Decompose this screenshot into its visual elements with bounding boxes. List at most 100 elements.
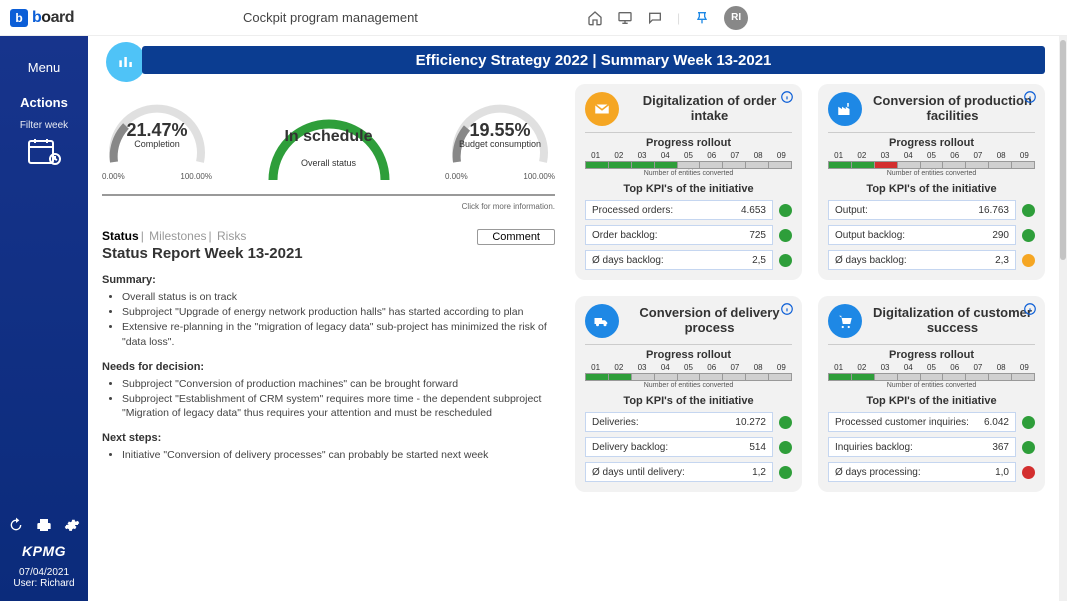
progress-labels: 010203040506070809: [585, 363, 792, 372]
kpi-status-dot: [1022, 466, 1035, 479]
kpi-value: 2,5: [752, 255, 766, 266]
card-title: Digitalization of customer success: [870, 306, 1035, 336]
kpi-value: 16.763: [978, 205, 1009, 216]
kpi-row: Deliveries:10.272: [585, 412, 792, 432]
progress-cell: [609, 162, 632, 168]
gauge-completion[interactable]: 21.47% Completion 0.00%100.00%: [102, 90, 212, 181]
kpi-box: Ø days backlog: 2,5: [585, 250, 773, 270]
needs-heading: Needs for decision:: [102, 361, 555, 373]
tab-status[interactable]: Status: [102, 229, 139, 243]
kpi-row: Ø days until delivery:1,2: [585, 462, 792, 482]
scrollbar-thumb[interactable]: [1060, 40, 1066, 260]
vertical-scrollbar[interactable]: [1059, 36, 1067, 601]
progress-cell: [655, 162, 678, 168]
kpi-value: 2,3: [995, 255, 1009, 266]
kpi-status-dot: [779, 254, 792, 267]
progress-cell: [989, 374, 1012, 380]
gauge-min: 0.00%: [445, 172, 468, 181]
top-bar: b board Cockpit program management | RI: [0, 0, 1067, 36]
progress-col-label: 04: [898, 151, 919, 160]
info-icon[interactable]: [1023, 90, 1037, 104]
tab-milestones[interactable]: Milestones: [149, 229, 206, 243]
list-item: Subproject "Conversion of production mac…: [122, 377, 555, 391]
progress-cell: [632, 374, 655, 380]
progress-cell: [769, 162, 791, 168]
home-icon[interactable]: [587, 10, 603, 26]
progress-col-label: 09: [771, 151, 792, 160]
progress-heading: Progress rollout: [585, 137, 792, 149]
kpi-box: Output backlog:290: [828, 225, 1016, 245]
kpi-status-dot: [1022, 229, 1035, 242]
gauge-budget-label: Budget consumption: [445, 139, 555, 149]
card-title: Digitalization of order intake: [627, 94, 792, 124]
nav-filter-label: Filter week: [20, 120, 68, 131]
print-icon[interactable]: [36, 517, 52, 533]
progress-col-label: 09: [1014, 363, 1035, 372]
progress-col-label: 03: [874, 363, 895, 372]
refresh-icon[interactable]: [8, 517, 24, 533]
info-icon[interactable]: [780, 302, 794, 316]
progress-cell: [852, 374, 875, 380]
kpi-status-dot: [779, 466, 792, 479]
progress-heading: Progress rollout: [828, 349, 1035, 361]
gear-icon[interactable]: [64, 517, 80, 533]
progress-col-label: 05: [921, 151, 942, 160]
nav-menu[interactable]: Menu: [0, 56, 88, 79]
progress-col-label: 09: [1014, 151, 1035, 160]
banner-icon: [106, 42, 146, 82]
kpi-value: 6.042: [984, 417, 1009, 428]
kpi-row: Ø days processing:1,0: [828, 462, 1035, 482]
initiative-card: Digitalization of customer success Progr…: [818, 296, 1045, 492]
gauge-budget[interactable]: 19.55% Budget consumption 0.00%100.00%: [445, 90, 555, 181]
kpi-heading: Top KPI's of the initiative: [828, 183, 1035, 195]
progress-col-label: 07: [967, 363, 988, 372]
user-avatar[interactable]: RI: [724, 6, 748, 30]
nav-actions[interactable]: Actions: [0, 91, 88, 114]
list-item: Extensive re-planning in the "migration …: [122, 320, 555, 348]
progress-col-label: 02: [851, 151, 872, 160]
progress-col-label: 05: [678, 363, 699, 372]
kpi-label: Ø days backlog:: [592, 255, 664, 266]
app-logo[interactable]: b board: [10, 9, 74, 27]
calendar-icon[interactable]: [27, 137, 61, 175]
kpi-status-dot: [1022, 204, 1035, 217]
progress-cell: [921, 162, 944, 168]
gauge-overall-value: In schedule: [259, 128, 399, 146]
progress-cell: [966, 374, 989, 380]
kpi-status-dot: [779, 204, 792, 217]
kpi-box: Processed orders:4.653: [585, 200, 773, 220]
chat-icon[interactable]: [647, 10, 663, 26]
presentation-icon[interactable]: [617, 10, 633, 26]
progress-cell: [700, 374, 723, 380]
kpi-row: Order backlog:725: [585, 225, 792, 245]
pin-icon[interactable]: [694, 10, 710, 26]
progress-col-label: 02: [608, 363, 629, 372]
kpi-status-dot: [779, 229, 792, 242]
progress-col-label: 01: [828, 363, 849, 372]
kpi-row: Output:16.763: [828, 200, 1035, 220]
list-item: Subproject "Establishment of CRM system"…: [122, 392, 555, 420]
info-icon[interactable]: [1023, 302, 1037, 316]
progress-caption: Number of entities converted: [828, 382, 1035, 389]
kpi-value: 1,0: [995, 467, 1009, 478]
kpi-label: Ø days until delivery:: [592, 467, 685, 478]
progress-cell: [586, 162, 609, 168]
kpi-row: Ø days backlog: 2,5: [585, 250, 792, 270]
card-icon: [585, 304, 619, 338]
kpi-label: Deliveries:: [592, 417, 639, 428]
progress-cell: [898, 162, 921, 168]
partner-logo: KPMG: [22, 543, 66, 559]
progress-cell: [852, 162, 875, 168]
comment-button[interactable]: Comment: [477, 229, 555, 245]
gauge-note[interactable]: Click for more information.: [102, 202, 555, 211]
info-icon[interactable]: [780, 90, 794, 104]
progress-col-label: 07: [967, 151, 988, 160]
kpi-label: Processed customer inquiries:: [835, 417, 969, 428]
progress-col-label: 06: [701, 363, 722, 372]
progress-col-label: 03: [631, 151, 652, 160]
gauge-max: 100.00%: [523, 172, 555, 181]
kpi-status-dot: [1022, 254, 1035, 267]
tab-risks[interactable]: Risks: [217, 229, 246, 243]
progress-col-label: 03: [631, 363, 652, 372]
gauge-overall[interactable]: In schedule Overall status: [259, 90, 399, 190]
